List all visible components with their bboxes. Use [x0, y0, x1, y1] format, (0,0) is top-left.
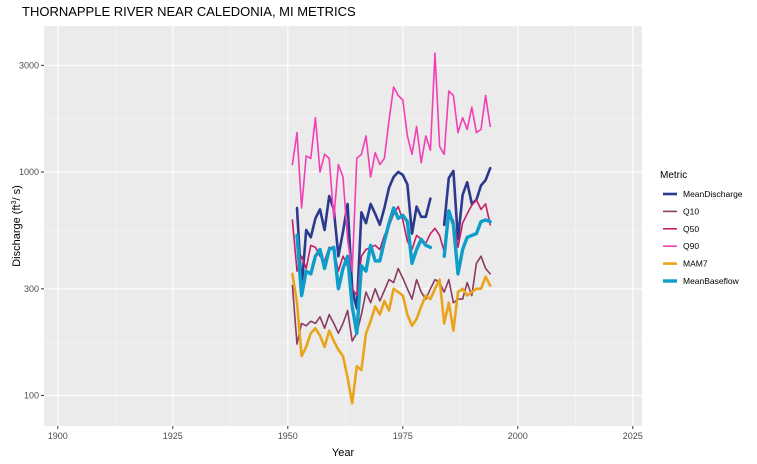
series-lines — [291, 52, 492, 405]
series-line-meanbaseflow — [442, 209, 492, 276]
y-tick-label: 3000 — [19, 60, 39, 70]
x-axis: 1900 1925 1950 1975 2000 2025 — [48, 426, 643, 441]
y-tick-label: 1000 — [19, 167, 39, 177]
series-line-mam7 — [291, 272, 492, 405]
legend-label-meandischarge: MeanDischarge — [683, 189, 743, 199]
major-gridlines — [44, 26, 642, 426]
y-axis-title-main: Discharge (ft — [11, 204, 23, 266]
legend-label-mam7: MAM7 — [683, 259, 708, 269]
legend-label-q10: Q10 — [683, 206, 699, 216]
minor-gridlines — [44, 26, 642, 426]
x-tick-label: 1925 — [163, 431, 183, 441]
series-line-meanbaseflow — [295, 206, 433, 335]
x-tick-label: 1950 — [278, 431, 298, 441]
x-tick-label: 1900 — [48, 431, 68, 441]
series-line-meandischarge — [295, 170, 432, 310]
legend-title: Metric — [660, 170, 687, 181]
legend: Metric MeanDischarge Q10 Q50 Q90 MAM7 MeanBas… — [660, 170, 743, 286]
y-axis-title-tail: / s) — [11, 185, 23, 200]
y-axis-title: Discharge (ft3/ s) — [11, 185, 23, 267]
legend-label-meanbaseflow: MeanBaseflow — [683, 276, 740, 286]
x-tick-label: 2025 — [623, 431, 643, 441]
x-axis-title: Year — [332, 447, 355, 459]
series-line-q90 — [291, 52, 492, 272]
y-axis-title-superscript: 3 — [11, 200, 18, 204]
legend-label-q90: Q90 — [683, 241, 699, 251]
series-line-meandischarge — [442, 166, 492, 241]
y-tick-label: 300 — [24, 284, 39, 294]
y-axis: 100 300 1000 3000 — [19, 60, 44, 400]
legend-label-q50: Q50 — [683, 224, 699, 234]
x-tick-label: 1975 — [393, 431, 413, 441]
x-tick-label: 2000 — [508, 431, 528, 441]
y-tick-label: 100 — [24, 390, 39, 400]
chart-title: THORNAPPLE RIVER NEAR CALEDONIA, MI METR… — [22, 4, 356, 19]
